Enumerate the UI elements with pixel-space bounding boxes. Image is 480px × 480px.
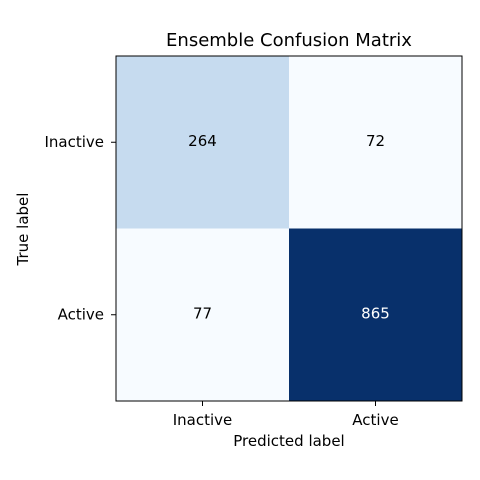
- x-axis-ticks: Inactive Active: [173, 401, 399, 429]
- y-axis-ticks: Inactive Active: [44, 133, 116, 323]
- heatmap-cells: [116, 56, 462, 401]
- heatmap-cell: [116, 56, 289, 229]
- y-axis-label: True label: [14, 193, 32, 267]
- heatmap-cell: [116, 228, 289, 401]
- heatmap-cell: [289, 228, 462, 401]
- cell-value-labels: 264 72 77 865: [188, 132, 390, 323]
- cell-value-label: 865: [361, 304, 390, 322]
- y-tick-label: Inactive: [44, 133, 104, 151]
- y-tick-label: Active: [58, 305, 104, 323]
- heatmap-cell: [289, 56, 462, 229]
- chart-title: Ensemble Confusion Matrix: [166, 30, 412, 51]
- cell-value-label: 77: [193, 304, 212, 322]
- x-tick-label: Inactive: [173, 411, 233, 429]
- plot-frame: [115, 55, 463, 402]
- cell-value-label: 264: [188, 132, 217, 150]
- x-axis-label: Predicted label: [233, 432, 344, 450]
- cell-value-label: 72: [366, 132, 385, 150]
- x-tick-label: Active: [352, 411, 398, 429]
